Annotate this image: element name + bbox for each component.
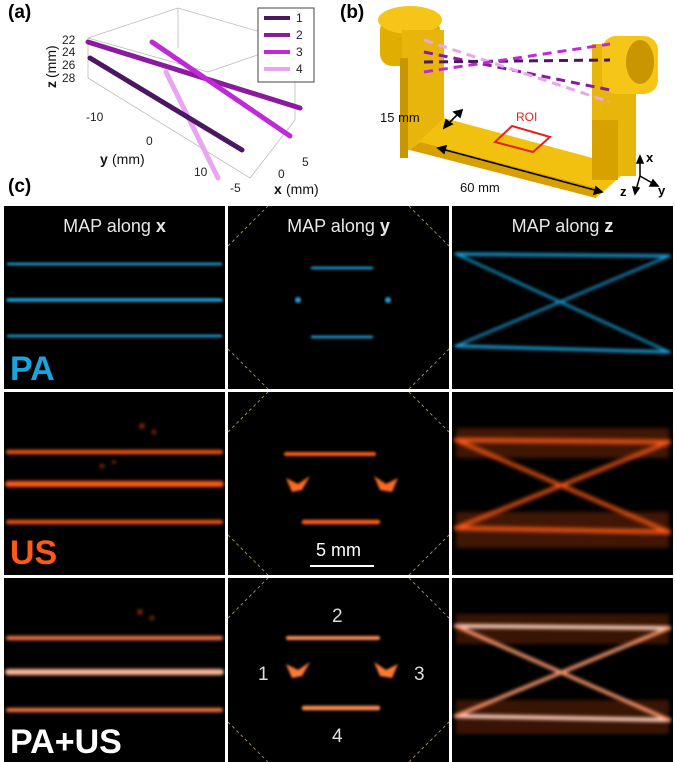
y-tick: -10 xyxy=(86,110,104,124)
wire-3d-plot: 22 24 26 28 z (mm) -10 0 10 y (mm) 5 0 -… xyxy=(43,7,319,197)
y-axis-unit: (mm) xyxy=(112,151,145,167)
triad-z-label: z xyxy=(620,184,627,199)
scale-bar-label: 5 mm xyxy=(316,540,361,560)
tile-pa-z: MAP along z xyxy=(452,206,673,389)
dimension-arrows xyxy=(436,108,604,196)
triad-y-label: y xyxy=(658,183,666,198)
wire-1 xyxy=(87,55,245,153)
left-pillar xyxy=(378,6,444,158)
tile-pa-x: MAP along x PA xyxy=(4,206,225,389)
wire-label-2: 2 xyxy=(332,606,343,627)
y-axis-label: y xyxy=(100,151,108,167)
legend-entry: 1 xyxy=(296,11,303,25)
legend: 1 2 3 4 xyxy=(257,7,315,83)
row-label-us: US xyxy=(10,534,58,572)
z-tick: 26 xyxy=(62,58,76,72)
tile-paus-z xyxy=(452,578,673,762)
tile-us-z xyxy=(452,392,673,575)
panel-label-a: (a) xyxy=(8,2,32,23)
x-tick: 0 xyxy=(278,167,285,181)
coord-triad xyxy=(631,154,660,196)
wire-3 xyxy=(149,39,293,139)
base-plate xyxy=(410,118,630,198)
x-axis-label: x xyxy=(274,181,282,197)
row-label-pa-us: PA+US xyxy=(10,723,122,761)
tile-paus-x: PA+US xyxy=(4,578,225,762)
legend-entry: 2 xyxy=(296,28,303,42)
z-axis-label: z xyxy=(43,81,59,88)
panel-label-c: (c) xyxy=(8,176,32,197)
thickness-label: 15 mm xyxy=(380,110,420,125)
wire-label-3: 3 xyxy=(414,664,425,685)
length-label: 60 mm xyxy=(460,180,500,195)
header-map-y: MAP along y xyxy=(287,216,390,236)
tile-us-y: 5 mm xyxy=(228,392,449,575)
panel-label-b: (b) xyxy=(340,2,365,23)
y-tick: 0 xyxy=(146,134,153,148)
roi-label: ROI xyxy=(516,110,537,124)
z-tick: 22 xyxy=(62,33,76,47)
phantom-illustration: ROI 15 mm 60 mm x y z xyxy=(378,6,666,199)
z-tick: 24 xyxy=(62,45,76,59)
row-label-pa: PA xyxy=(10,350,55,388)
right-pillar xyxy=(592,36,658,180)
wire-label-4: 4 xyxy=(332,726,343,747)
roi-box xyxy=(493,124,553,154)
x-tick: 5 xyxy=(302,155,309,169)
wire-label-1: 1 xyxy=(258,664,269,685)
wire-2 xyxy=(85,39,303,111)
z-axis-unit: (mm) xyxy=(43,45,59,78)
legend-entry: 4 xyxy=(296,62,303,76)
triad-x-label: x xyxy=(646,150,654,165)
x-tick: -5 xyxy=(230,181,241,195)
y-tick: 10 xyxy=(194,165,208,179)
wire-4 xyxy=(163,69,221,181)
legend-entry: 3 xyxy=(296,45,303,59)
tile-us-x: US xyxy=(4,392,225,575)
phantom-wires xyxy=(423,38,611,104)
z-tick: 28 xyxy=(62,71,76,85)
header-map-z: MAP along z xyxy=(511,216,614,236)
header-map-x: MAP along x xyxy=(63,216,166,236)
tile-paus-y: 2 1 3 4 xyxy=(228,578,449,762)
x-axis-unit: (mm) xyxy=(286,181,319,197)
tile-pa-y: MAP along y xyxy=(228,206,449,389)
